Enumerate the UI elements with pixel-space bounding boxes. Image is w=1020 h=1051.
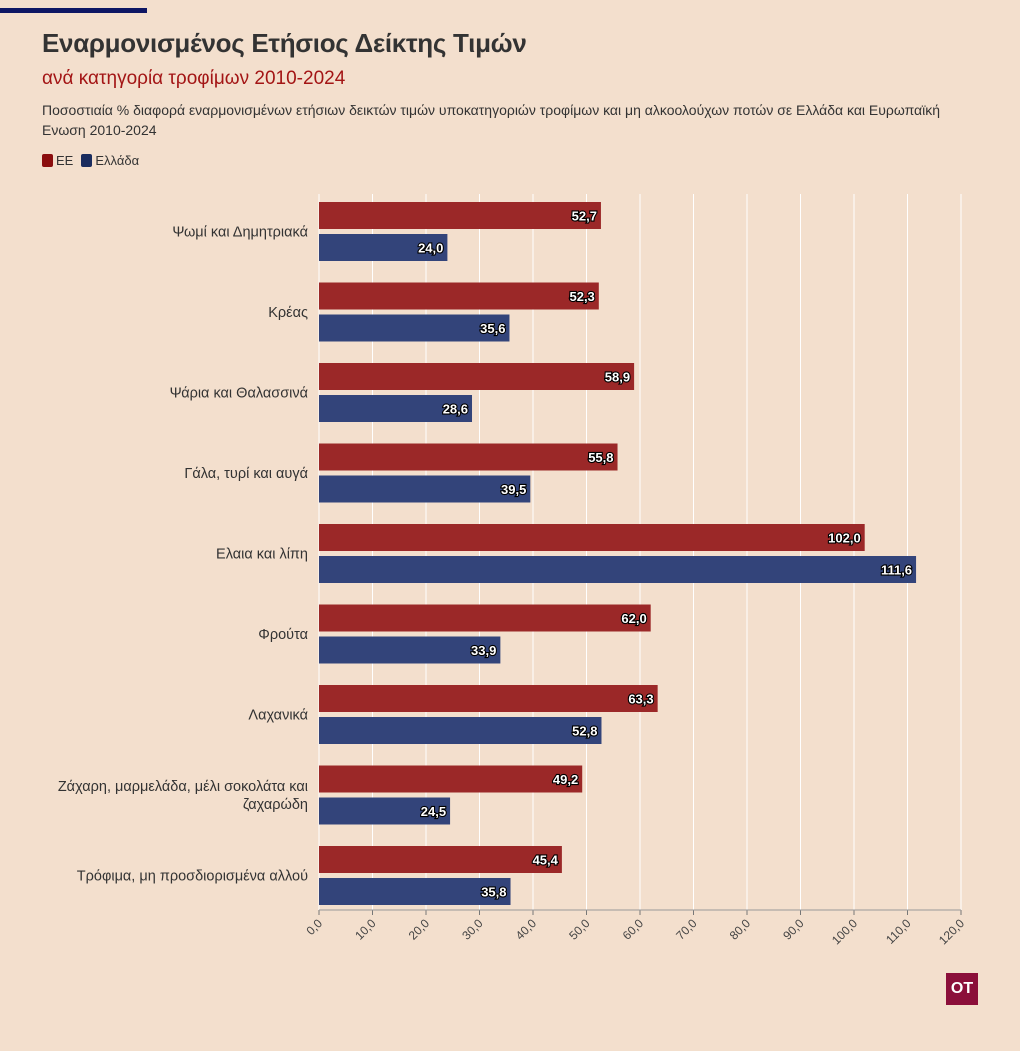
category-label: Κρέας [268,305,308,321]
bar-eu [319,765,583,793]
bar-greece [319,234,448,261]
legend-label-eu: ΕΕ [56,153,74,168]
bar-eu [319,202,601,229]
data-label-eu: 49,2 [553,772,578,787]
x-tick-label: 100,0 [829,916,860,947]
data-label-greece: 35,8 [481,885,506,900]
bar-greece [319,395,473,422]
data-label-greece: 24,5 [421,804,446,819]
top-accent-bar [0,8,147,13]
publisher-logo: OT [946,973,978,1005]
bar-greece [319,314,510,342]
bar-greece [319,556,917,583]
bar-eu [319,604,651,632]
bar-greece [319,878,511,905]
legend-item-greece[interactable]: Ελλάδα [81,153,139,168]
category-label: Ζάχαρη, μαρμελάδα, μέλι σοκολάτα και [58,779,308,795]
legend-swatch-eu [42,154,53,167]
chart-description: Ποσοστιαία % διαφορά εναρμονισμένων ετήσ… [42,102,941,138]
data-label-eu: 52,3 [569,289,594,304]
data-label-eu: 45,4 [533,853,559,868]
x-tick-label: 20,0 [406,916,433,943]
bar-greece [319,475,531,503]
category-label: Ψάρια και Θαλασσινά [170,386,308,402]
x-tick-label: 60,0 [620,916,647,943]
bar-greece [319,717,602,744]
bar-greece [319,636,501,664]
bar-eu [319,443,618,471]
legend: ΕΕ Ελλάδα [42,153,147,168]
category-label: Φρούτα [258,627,308,643]
chart-subtitle: ανά κατηγορία τροφίμων 2010-2024 [42,68,346,89]
data-label-eu: 58,9 [605,370,630,385]
x-tick-label: 10,0 [352,916,379,943]
bar-eu [319,846,562,873]
bar-eu [319,363,635,390]
x-tick-label: 90,0 [780,916,807,943]
data-label-greece: 35,6 [480,321,505,336]
x-tick-label: 40,0 [513,916,540,943]
data-label-eu: 52,7 [572,209,597,224]
category-label: Γάλα, τυρί και αυγά [184,466,308,482]
data-label-greece: 39,5 [501,482,526,497]
x-tick-label: 0,0 [303,916,325,938]
category-label: Ελαια και λίπη [216,547,308,563]
category-label: Τρόφιμα, μη προσδιορισμένα αλλού [77,869,308,885]
bar-eu [319,524,865,551]
category-label: ζαχαρώδη [243,797,308,813]
data-label-eu: 102,0 [828,531,861,546]
data-label-greece: 52,8 [572,724,597,739]
bar-greece [319,797,451,825]
bar-eu [319,685,658,712]
x-tick-label: 110,0 [883,916,914,947]
legend-item-eu[interactable]: ΕΕ [42,153,73,168]
data-label-greece: 28,6 [443,402,468,417]
x-tick-label: 70,0 [673,916,700,943]
data-label-greece: 111,6 [881,563,912,578]
x-tick-label: 30,0 [459,916,486,943]
x-tick-label: 80,0 [727,916,754,943]
x-tick-label: 120,0 [936,916,967,947]
x-tick-label: 50,0 [566,916,593,943]
legend-swatch-greece [81,154,93,167]
legend-label-greece: Ελλάδα [95,153,140,168]
category-label: Λαχανικά [248,708,308,724]
category-label: Ψωμί και Δημητριακά [172,225,308,241]
bar-eu [319,282,599,310]
chart-title: Εναρμονισμένος Ετήσιος Δείκτης Τιμών [42,28,527,58]
data-label-greece: 33,9 [471,643,496,658]
data-label-eu: 62,0 [621,611,646,626]
data-label-greece: 24,0 [418,241,443,256]
data-label-eu: 63,3 [628,692,653,707]
data-label-eu: 55,8 [588,450,613,465]
